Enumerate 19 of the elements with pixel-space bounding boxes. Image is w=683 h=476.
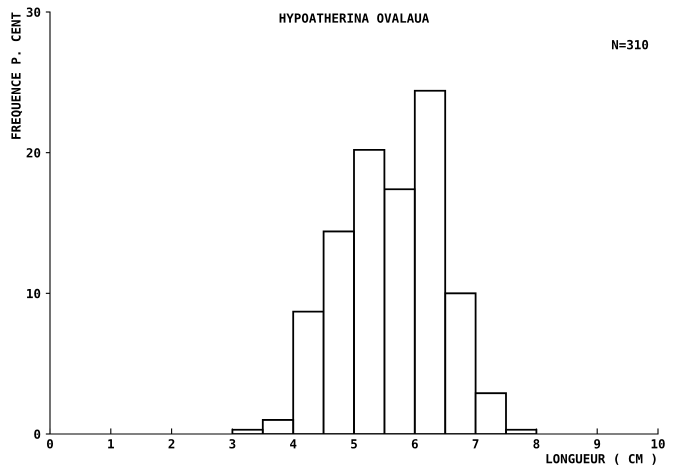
- x-tick-label: 8: [533, 439, 540, 449]
- x-tick-label: 0: [46, 439, 54, 449]
- x-tick-label: 9: [594, 439, 600, 449]
- x-tick-label: 5: [351, 439, 357, 449]
- x-tick-label: 10: [652, 439, 665, 449]
- x-tick-label: 1: [108, 439, 114, 448]
- chart-title: HYPOATHERINA OVALAUA: [280, 13, 430, 23]
- y-axis-title: FREQUENCE P. CENT: [11, 12, 22, 139]
- y-tick-label: 20: [26, 148, 40, 158]
- annotation: N=310: [612, 40, 648, 50]
- y-tick-label: 0: [34, 429, 40, 439]
- x-tick-label: 2: [168, 439, 174, 448]
- y-tick-label: 10: [27, 288, 40, 298]
- x-axis-title: LONGUEUR ( CM ): [546, 454, 656, 465]
- x-tick-label: 4: [290, 439, 296, 448]
- y-tick-label: 30: [26, 7, 40, 17]
- x-tick-label: 6: [412, 439, 418, 449]
- x-tick-label: 3: [229, 439, 236, 449]
- x-tick-label: 7: [472, 439, 478, 448]
